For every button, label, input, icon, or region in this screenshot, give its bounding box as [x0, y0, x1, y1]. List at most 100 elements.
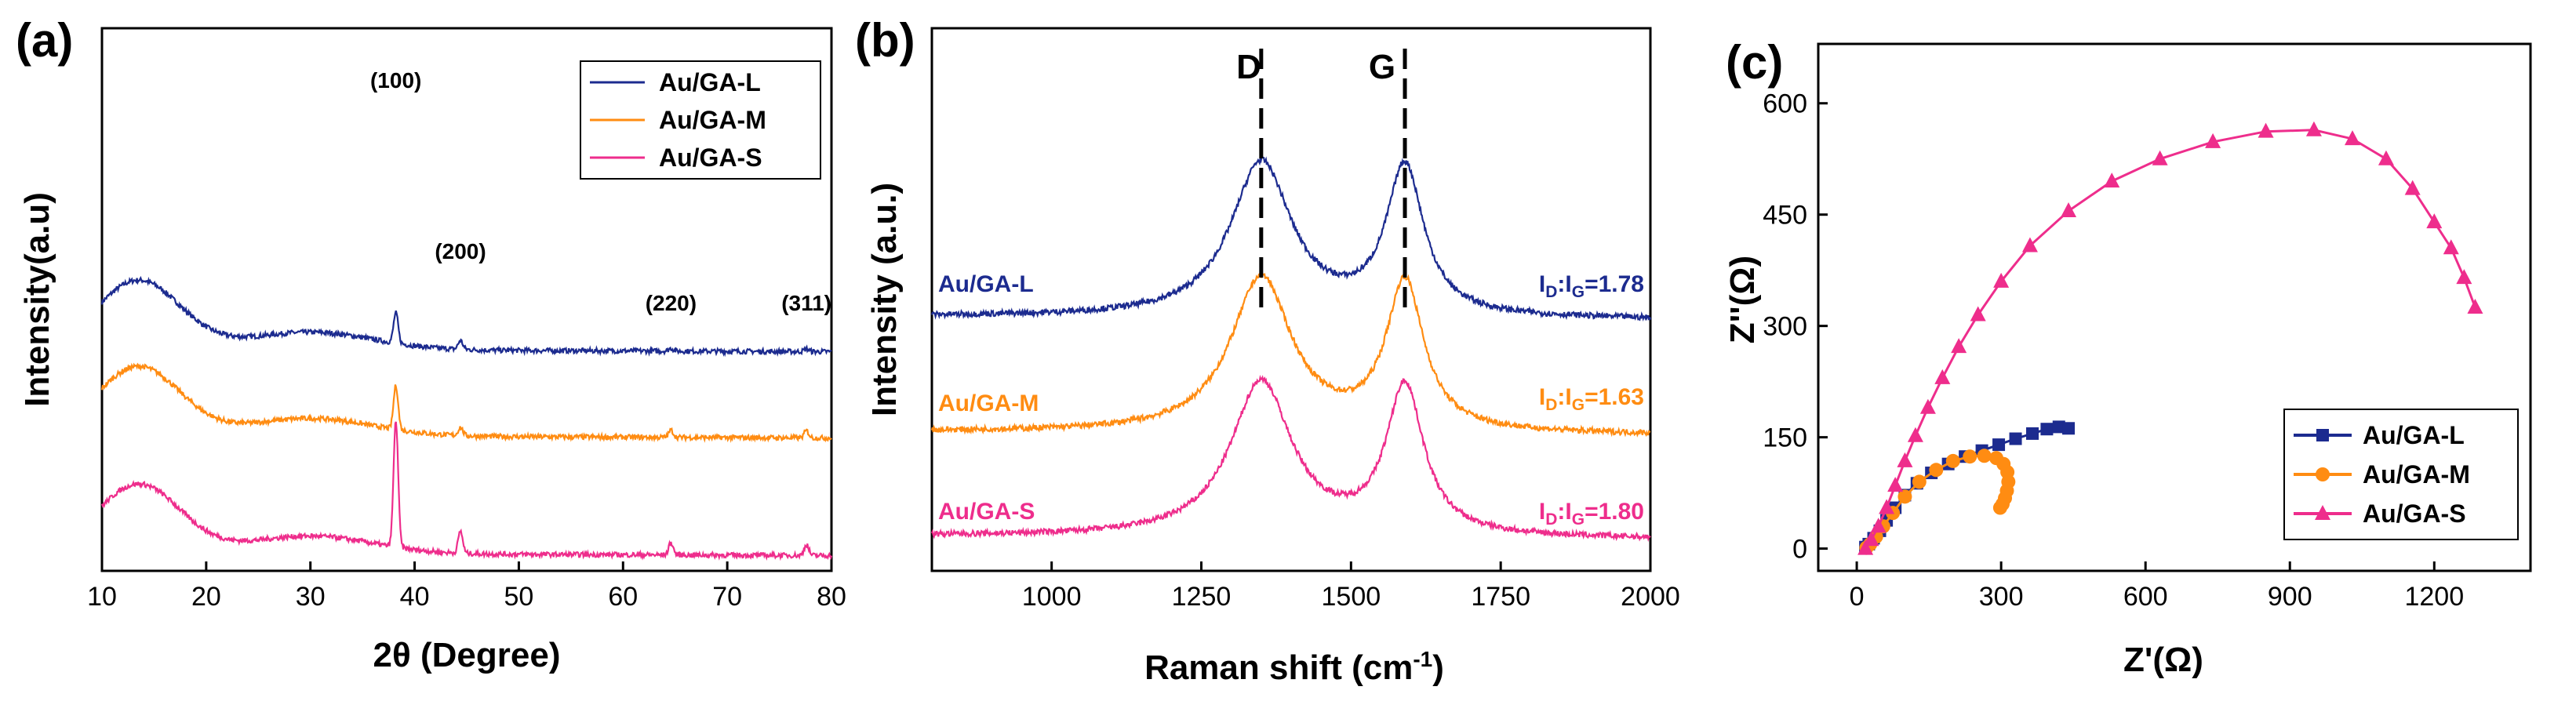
panel-c-y-tick-label: 600: [1763, 89, 1807, 119]
panel-b-xlabel-sup: -1: [1413, 647, 1432, 671]
panel-c-point: [2378, 150, 2394, 165]
panel-c-legend-entries: Au/GA-L Au/GA-M Au/GA-S: [2294, 421, 2470, 528]
panel-a-xrd-chart: (a) (100) (200) (220) (311) 10 20 30 40 50 60 70 8…: [16, 14, 846, 674]
panel-a-x-tick-label: 50: [504, 582, 534, 612]
ratio-s-prefix: I: [1539, 499, 1545, 525]
panel-a-trace-au/ga-s: [100, 421, 833, 561]
panel-c-point: [2009, 432, 2022, 445]
panel-b-x-ticks: 1000 1250 1500 1750 2000: [1022, 561, 1680, 612]
panel-b-trace-au/ga-s: [930, 375, 1651, 543]
ratio-s-value: =1.80: [1585, 499, 1644, 525]
panel-b-series-label-s: Au/GA-S: [938, 499, 1035, 525]
panel-c-legend-marker: [2316, 429, 2329, 441]
panel-c-legend: Au/GA-L Au/GA-M Au/GA-S: [2283, 409, 2519, 540]
panel-a-y-axis-label: Intensity(a.u): [18, 192, 56, 407]
panel-c-point: [1897, 489, 1912, 504]
panel-c-point: [1897, 452, 1913, 467]
ratio-m-sub-g: G: [1572, 396, 1585, 414]
panel-a-x-tick-label: 10: [87, 582, 117, 612]
ratio-s-sub-g: G: [1572, 510, 1585, 529]
ratio-s-sub-d: D: [1545, 510, 1557, 529]
panel-a-x-tick-label: 30: [296, 582, 326, 612]
panel-b-x-axis-label: Raman shift (cm-1): [1144, 647, 1444, 687]
panel-c-point: [2443, 239, 2459, 255]
panel-c-point: [2021, 237, 2038, 252]
panel-b-traces: [930, 155, 1652, 543]
panel-b-trace-au/ga-m: [930, 269, 1651, 438]
ratio-m-prefix: I: [1539, 384, 1545, 410]
panel-b-ratio-l: ID:IG=1.78: [1539, 271, 1644, 301]
panel-a-peak-label: (100): [370, 68, 421, 93]
panel-c-x-tick-label: 0: [1850, 582, 1865, 612]
panel-a-peak-label: (311): [781, 291, 831, 315]
panel-a-x-tick-label: 70: [712, 582, 742, 612]
ratio-l-mid: :I: [1557, 271, 1571, 297]
panel-a-legend-m: Au/GA-M: [659, 106, 766, 134]
panel-b-xlabel-end: ): [1432, 648, 1444, 687]
panel-c-x-tick-label: 600: [2123, 582, 2168, 612]
panel-b-x-tick-label: 1000: [1022, 582, 1082, 612]
ratio-l-value: =1.78: [1585, 271, 1644, 297]
panel-c-point: [1992, 500, 2007, 515]
panel-c-ticks: 0 300 600 900 1200 0 150 300 450 600: [1763, 89, 2464, 612]
ratio-l-prefix: I: [1539, 271, 1545, 297]
ratio-m-mid: :I: [1557, 384, 1571, 410]
panel-c-point: [1912, 474, 1927, 489]
panel-a-peak-label: (200): [435, 239, 486, 263]
panel-c-y-axis-label: Z''(Ω): [1723, 256, 1762, 343]
panel-c-point: [1945, 453, 1960, 468]
panel-b-ratio-s: ID:IG=1.80: [1539, 499, 1644, 529]
panel-a-peak-label: (220): [646, 291, 697, 315]
panel-b-band-g-label: G: [1369, 48, 1395, 86]
panel-a-trace-au/ga-m: [100, 362, 832, 443]
panel-c-point: [2258, 122, 2274, 138]
panel-c-legend-marker: [2316, 467, 2330, 481]
panel-c-y-tick-label: 150: [1763, 423, 1807, 453]
panel-c-series-au/ga-s: [1857, 121, 2483, 555]
panel-b-label: (b): [855, 14, 915, 67]
panel-a-x-ticks: 10 20 30 40 50 60 70 80: [87, 561, 846, 612]
panel-a-x-tick-label: 20: [191, 582, 221, 612]
panel-c-nyquist-chart: (c) 0 300 600 900 1200 0 150 300 450 600 Z'(Ω) Z'…: [1723, 36, 2532, 679]
panel-b-y-axis-label: Intensity (a.u.): [865, 183, 904, 416]
panel-a-peak-labels: (100) (200) (220) (311): [370, 68, 831, 315]
panel-c-x-axis-label: Z'(Ω): [2123, 641, 2203, 679]
panel-c-point: [2345, 130, 2360, 146]
panel-c-point: [1870, 518, 1887, 533]
panel-c-plot-frame: [1817, 42, 2532, 572]
panel-c-point: [2052, 420, 2065, 434]
panel-c-point: [1887, 477, 1904, 492]
panel-c-legend-label: Au/GA-S: [2363, 499, 2466, 528]
panel-c-y-tick-label: 0: [1792, 535, 1807, 565]
ratio-m-sub-d: D: [1545, 396, 1557, 414]
panel-c-legend-label: Au/GA-M: [2363, 460, 2470, 489]
panel-a-legend: Au/GA-L Au/GA-M Au/GA-S: [580, 60, 821, 180]
panel-c-point: [2040, 423, 2054, 436]
panel-c-point: [2467, 299, 2483, 314]
panel-c-point: [1963, 449, 1977, 464]
panel-c-point: [1977, 449, 1992, 463]
panel-c-x-tick-label: 1200: [2404, 582, 2464, 612]
ratio-s-mid: :I: [1557, 499, 1571, 525]
panel-b-series-label-l: Au/GA-L: [938, 271, 1034, 297]
ratio-l-sub-d: D: [1545, 283, 1557, 301]
panel-a-x-axis-label: 2θ (Degree): [373, 636, 561, 674]
panel-a-legend-s: Au/GA-S: [659, 143, 762, 172]
panel-c-legend-marker: [2315, 505, 2330, 520]
panel-c-series: [1857, 121, 2483, 555]
panel-c-point: [2026, 427, 2039, 440]
ratio-l-sub-g: G: [1572, 283, 1585, 301]
panel-b-band-markers: [1259, 49, 1407, 307]
panel-c-series-au/ga-m: [1859, 449, 2016, 555]
panel-a-x-tick-label: 80: [817, 582, 846, 612]
panel-c-point: [2426, 213, 2443, 229]
panel-c-point: [1857, 539, 1874, 555]
panel-c-point: [2305, 121, 2322, 136]
panel-a-trace-au/ga-l: [100, 275, 832, 358]
panel-c-x-tick-label: 300: [1979, 582, 2024, 612]
panel-c-point: [2404, 180, 2421, 195]
panel-c-point: [2152, 150, 2168, 165]
panel-a-traces: [100, 275, 833, 561]
panel-a-label: (a): [16, 14, 73, 67]
